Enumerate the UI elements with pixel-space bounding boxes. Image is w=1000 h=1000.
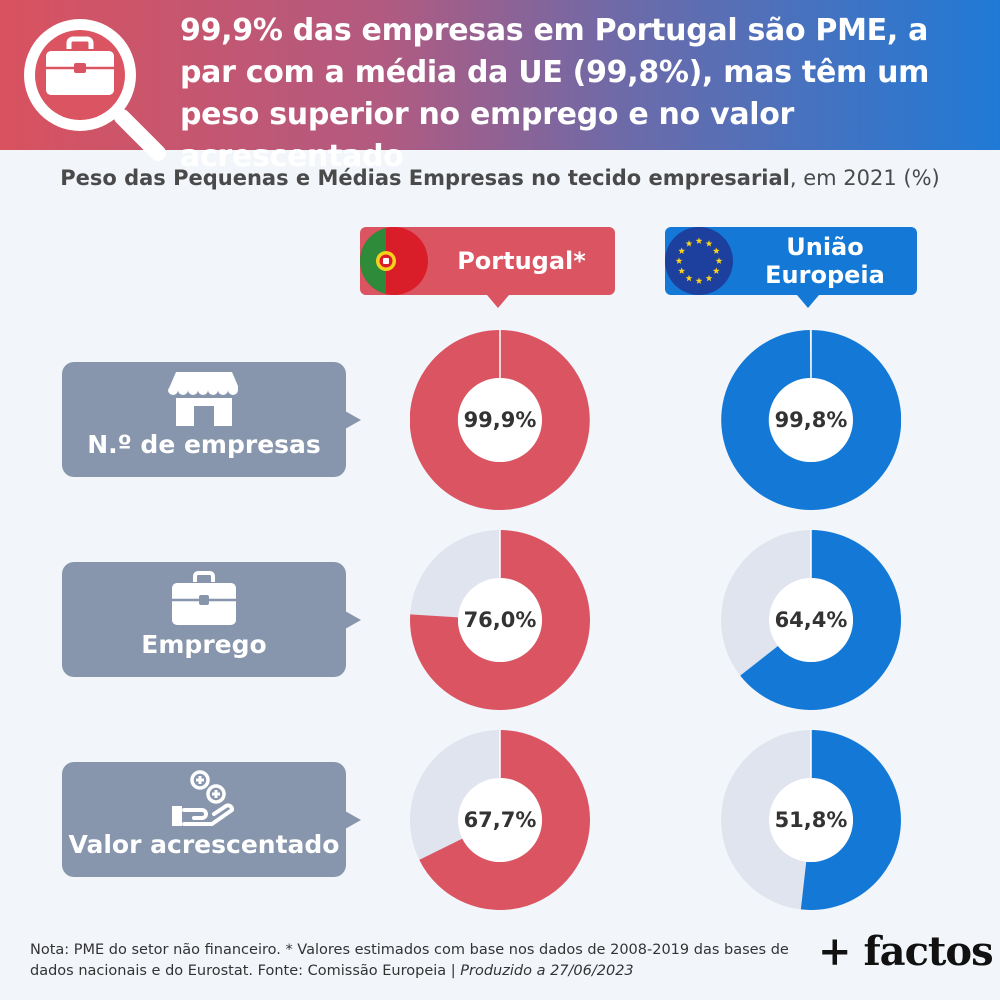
eu-star-icon	[705, 274, 713, 282]
eu-star-icon	[678, 267, 686, 274]
row-box-pointer	[345, 611, 361, 629]
column-header-portugal: Portugal*	[360, 227, 615, 308]
row-box-emprego: Emprego	[62, 562, 361, 677]
row-label-emprego: Emprego	[141, 630, 267, 659]
subtitle-rest: , em 2021 (%)	[789, 166, 940, 190]
row-box-pointer	[345, 811, 361, 829]
row-label-valor: Valor acrescentado	[68, 830, 340, 859]
eu-star-icon	[678, 247, 686, 254]
factos-logo: + factos	[818, 928, 994, 975]
eu-star-icon	[695, 237, 703, 244]
row-label-empresas: N.º de empresas	[87, 430, 321, 459]
portugal-flag-icon	[360, 227, 428, 295]
donut-hole	[458, 778, 542, 862]
headline: 99,9% das empresas em Portugal são PME, …	[180, 13, 930, 174]
donut-eu-valor: 51,8%	[721, 730, 901, 910]
eu-star-icon	[685, 274, 693, 282]
donut-hole	[458, 378, 542, 462]
footnote: Nota: PME do setor não financeiro. * Val…	[30, 940, 800, 982]
donut-value-slice	[721, 329, 902, 510]
eu-star-icon	[695, 277, 703, 284]
data-label: 67,7%	[463, 808, 537, 832]
briefcase-magnifier-icon	[24, 19, 166, 161]
footnote-text: Nota: PME do setor não financeiro. * Val…	[30, 942, 789, 979]
data-label: 64,4%	[774, 608, 848, 632]
donut-hole	[458, 578, 542, 662]
hand-coins-icon	[172, 770, 234, 826]
column-header-eu: União Europeia	[665, 227, 917, 308]
subtitle-bold: Peso das Pequenas e Médias Empresas no t…	[60, 166, 790, 190]
eu-star-icon	[675, 257, 683, 264]
donut-chart	[721, 329, 902, 510]
donut-value-slice	[800, 730, 901, 910]
row-box-valor: Valor acrescentado	[62, 762, 361, 877]
donut-value-slice	[740, 530, 901, 710]
donut-chart	[410, 530, 591, 710]
donut-value-slice	[419, 730, 590, 910]
donut-hole	[769, 378, 853, 462]
donut-portugal-empresas: 99,9%	[409, 330, 590, 510]
donut-value-slice	[409, 330, 590, 510]
donut-portugal-valor: 67,7%	[410, 730, 590, 910]
data-label: 51,8%	[774, 808, 848, 832]
data-label: 76,0%	[463, 608, 537, 632]
column-label-eu: União Europeia	[765, 233, 885, 289]
donut-chart	[721, 530, 901, 710]
eu-star-icon	[685, 240, 693, 247]
data-label: 99,9%	[463, 408, 537, 432]
donut-portugal-emprego: 76,0%	[410, 530, 591, 710]
donut-eu-empresas: 99,8%	[721, 329, 902, 510]
eu-star-icon	[712, 267, 720, 274]
donut-value-slice	[410, 530, 591, 710]
donut-hole	[769, 778, 853, 862]
shop-icon	[168, 372, 238, 426]
eu-star-icon	[705, 240, 713, 247]
column-header-pointer	[797, 295, 819, 308]
eu-star-icon	[715, 257, 723, 264]
donut-hole	[769, 578, 853, 662]
eu-flag-icon	[665, 227, 733, 295]
donut-chart	[410, 730, 590, 910]
briefcase-icon	[172, 571, 236, 625]
column-label-portugal: Portugal*	[457, 247, 586, 275]
donut-eu-emprego: 64,4%	[721, 530, 901, 710]
footnote-produced: Produzido a 27/06/2023	[460, 963, 634, 979]
donut-chart	[409, 330, 590, 510]
row-box-pointer	[345, 411, 361, 429]
row-box-empresas: N.º de empresas	[62, 362, 361, 477]
chart-subtitle: Peso das Pequenas e Médias Empresas no t…	[0, 166, 1000, 190]
header-banner: 99,9% das empresas em Portugal são PME, …	[0, 0, 1000, 174]
column-header-pointer	[487, 295, 509, 308]
eu-star-icon	[712, 247, 720, 254]
data-label: 99,8%	[774, 408, 848, 432]
donut-chart	[721, 730, 901, 910]
